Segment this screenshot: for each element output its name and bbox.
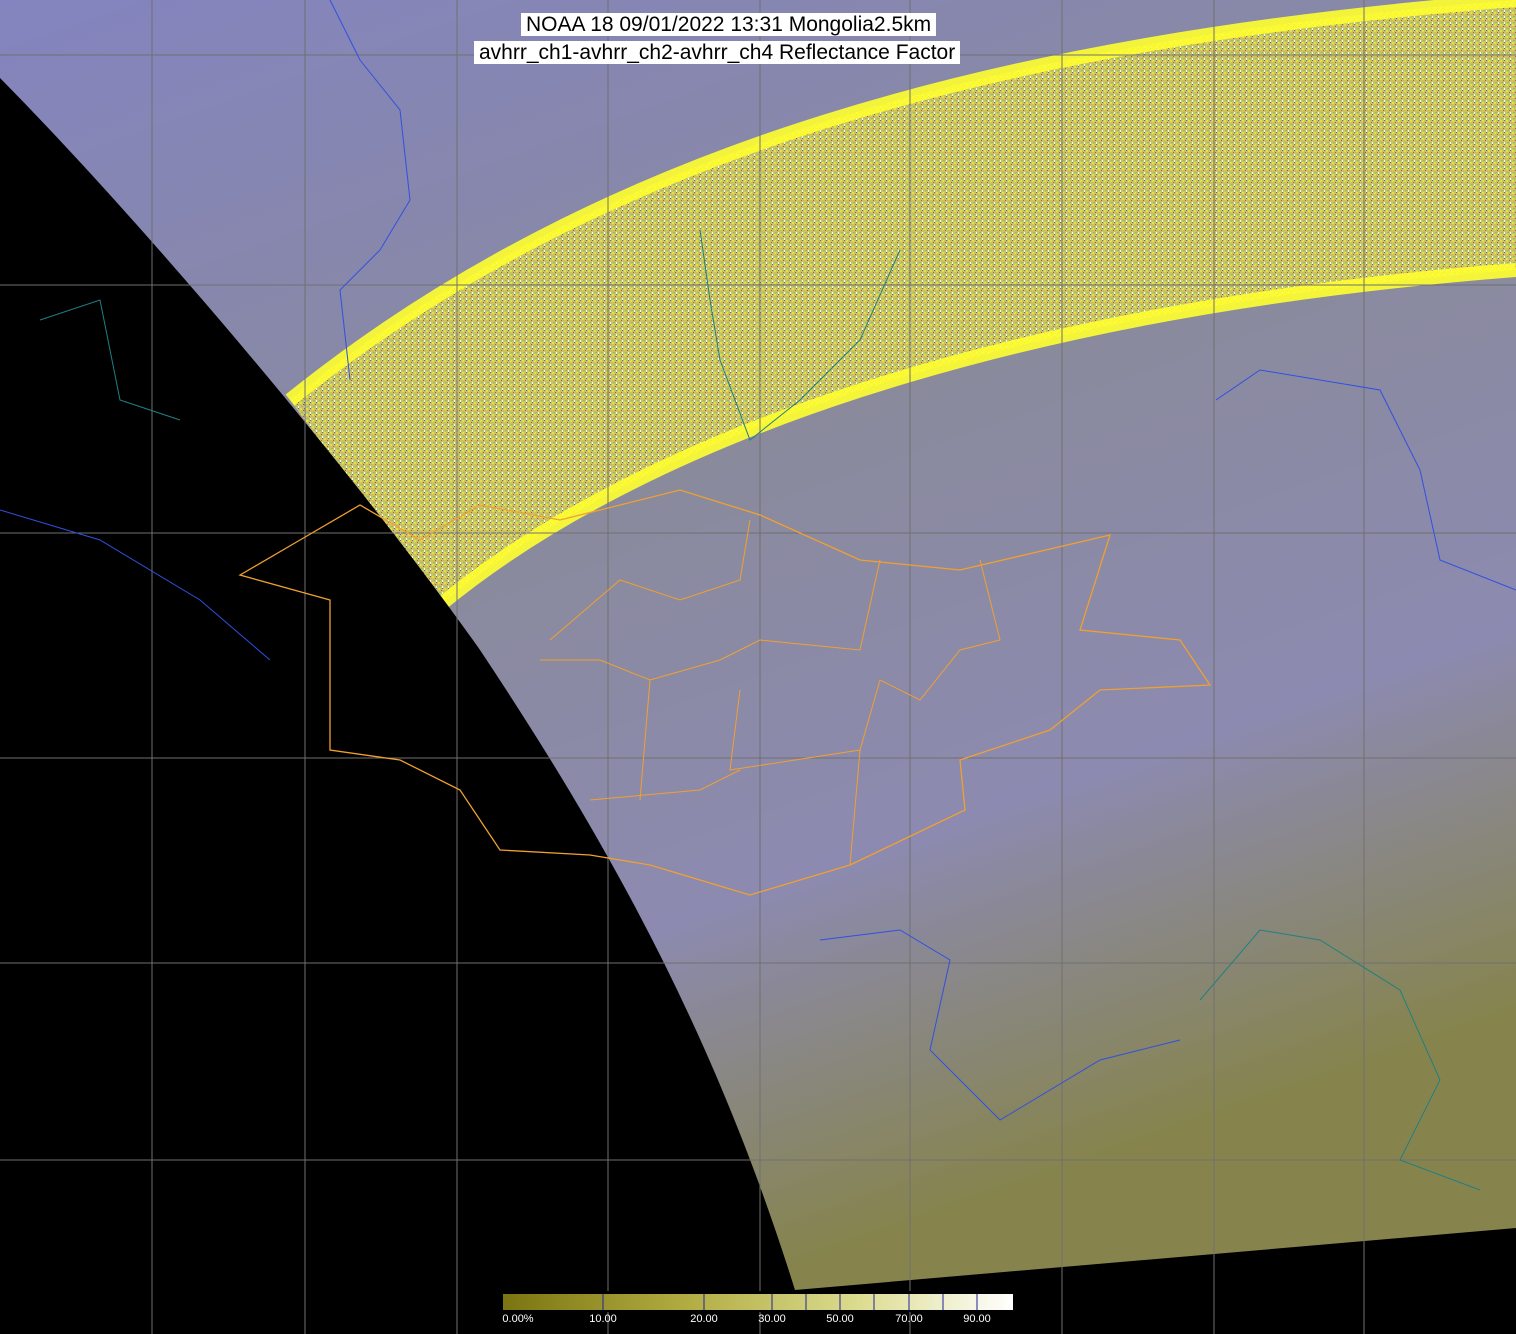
colorbar-label: 90.00 <box>963 1313 991 1325</box>
title-line-2: avhrr_ch1-avhrr_ch2-avhrr_ch4 Reflectanc… <box>474 41 961 64</box>
no-data-region <box>0 78 1516 1334</box>
title-line-1: NOAA 18 09/01/2022 13:31 Mongolia2.5km <box>521 13 937 36</box>
province-borders <box>540 519 1001 866</box>
coastlines <box>39 229 1481 1191</box>
swath-edge-bottom <box>435 263 1516 611</box>
colorbar <box>500 1291 1018 1312</box>
colorbar-ticks <box>602 1294 978 1310</box>
mongolia-border <box>238 489 1212 896</box>
colorbar-gradient <box>503 1294 1013 1310</box>
colorbar-label: 20.00 <box>690 1313 718 1325</box>
colorbar-label: 0.00% <box>502 1313 534 1325</box>
swath-edge-top <box>285 0 1516 406</box>
colorbar-label: 50.00 <box>826 1313 854 1325</box>
colorbar-label: 10.00 <box>589 1313 617 1325</box>
rivers <box>0 0 1516 1121</box>
colorbar-label: 70.00 <box>895 1313 923 1325</box>
noise-swath <box>290 0 1516 605</box>
colorbar-label: 30.00 <box>758 1313 786 1325</box>
